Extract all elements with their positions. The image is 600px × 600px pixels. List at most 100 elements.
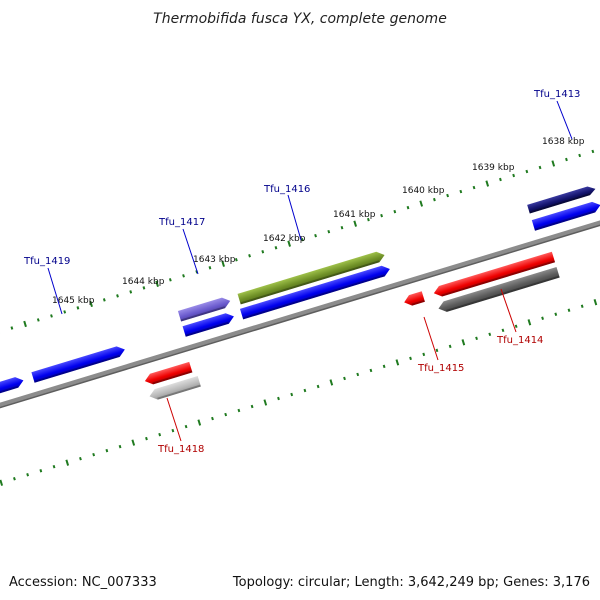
tick-outer-minor xyxy=(340,225,344,230)
tick-inner-minor xyxy=(514,324,518,329)
map-title: Thermobifida fusca YX, complete genome xyxy=(153,11,447,27)
leader-line-tfu-1414 xyxy=(500,288,517,333)
tick-outer-minor xyxy=(116,294,119,298)
gene-tfu-1418-arrow[interactable] xyxy=(143,361,193,386)
tick-inner-minor xyxy=(39,468,43,473)
tick-outer-minor xyxy=(433,197,436,202)
gene-tfu-1413b-arrow[interactable] xyxy=(531,200,600,231)
tick-inner-minor xyxy=(13,477,16,481)
tick-inner-minor xyxy=(184,424,188,429)
tick-inner-minor xyxy=(277,396,280,401)
gene-label-tfu-1413[interactable]: Tfu_1413 xyxy=(533,89,580,100)
tick-outer-major xyxy=(155,280,159,287)
tick-outer-major xyxy=(551,160,556,167)
leader-line-tfu-1415 xyxy=(423,316,439,361)
tick-inner-minor xyxy=(158,432,162,437)
genome-backbone xyxy=(0,191,600,418)
tick-inner-minor xyxy=(409,356,412,361)
tick-outer-minor xyxy=(168,278,172,282)
gene-label-tfu-1419[interactable]: Tfu_1419 xyxy=(23,256,70,267)
leader-line-tfu-1416 xyxy=(287,194,302,241)
tick-outer-minor xyxy=(327,229,331,234)
tick-inner-minor xyxy=(250,404,254,409)
gene-leader-lines xyxy=(47,100,573,442)
tick-inner-major xyxy=(593,299,598,306)
tick-outer-minor xyxy=(380,213,383,218)
tick-outer-minor xyxy=(578,153,582,158)
tick-outer-major xyxy=(23,320,27,328)
tick-inner-minor xyxy=(105,448,109,453)
gene-tfu-1415-arrow[interactable] xyxy=(403,291,425,307)
leader-line-tfu-1419 xyxy=(47,267,63,315)
tick-outer-minor xyxy=(565,157,568,162)
tick-outer-minor xyxy=(274,246,278,250)
track-layer xyxy=(0,149,600,486)
tick-inner-major xyxy=(197,419,202,426)
gene-tfu-1414-arrow[interactable] xyxy=(432,251,556,299)
tick-inner-minor xyxy=(541,316,544,320)
kbp-label: 1645 kbp xyxy=(52,296,95,306)
tick-inner-minor xyxy=(435,348,439,353)
kbp-label: 1642 kbp xyxy=(263,234,306,244)
tick-outer-minor xyxy=(538,165,542,170)
tick-outer-minor xyxy=(208,266,212,270)
tick-inner-major xyxy=(527,319,532,326)
tick-inner-major xyxy=(0,479,4,486)
kbp-label: 1638 kbp xyxy=(542,137,585,147)
gene-label-tfu-1418[interactable]: Tfu_1418 xyxy=(157,444,204,455)
tick-outer-minor xyxy=(367,217,370,222)
tick-inner-major xyxy=(263,399,268,406)
tick-outer-minor xyxy=(50,314,53,318)
gene-label-tfu-1417[interactable]: Tfu_1417 xyxy=(158,217,205,228)
tick-outer-minor xyxy=(472,185,476,190)
tick-inner-minor xyxy=(145,436,148,441)
gene-left-edge-arrow[interactable] xyxy=(0,375,25,398)
tick-inner-minor xyxy=(422,352,426,357)
tick-inner-minor xyxy=(290,392,294,397)
leader-line-tfu-1418 xyxy=(166,397,182,442)
tick-inner-minor xyxy=(448,344,452,349)
tick-inner-minor xyxy=(501,328,505,333)
gene-tfu-1416b-arrow[interactable] xyxy=(239,264,392,320)
gene-label-tfu-1416[interactable]: Tfu_1416 xyxy=(263,184,310,195)
tick-row-inner xyxy=(0,299,598,486)
gene-tfu-1419-arrow[interactable] xyxy=(31,344,126,383)
tick-outer-major xyxy=(485,180,490,187)
tick-outer-minor xyxy=(393,209,397,214)
gene-label-tfu-1415[interactable]: Tfu_1415 xyxy=(417,363,464,374)
tick-outer-minor xyxy=(525,169,529,174)
tick-outer-minor xyxy=(129,290,133,294)
gene-label-tfu-1414[interactable]: Tfu_1414 xyxy=(496,335,543,346)
tick-inner-minor xyxy=(369,368,373,373)
gene-tfu-1418b-arrow[interactable] xyxy=(148,376,201,402)
tick-inner-minor xyxy=(356,372,360,377)
tick-inner-major xyxy=(65,459,70,466)
tick-outer-minor xyxy=(248,254,251,258)
tick-inner-minor xyxy=(92,452,96,457)
gene-tfu-1417b-arrow[interactable] xyxy=(182,311,236,337)
tick-inner-minor xyxy=(237,408,241,413)
tick-inner-minor xyxy=(382,364,386,369)
tick-outer-minor xyxy=(76,306,80,310)
plus-strand-genes xyxy=(0,185,600,398)
tick-outer-major xyxy=(89,300,93,308)
tick-inner-minor xyxy=(488,332,492,337)
tick-outer-minor xyxy=(314,233,317,238)
tick-outer-major xyxy=(353,220,358,227)
tick-inner-major xyxy=(131,439,136,446)
tick-outer-minor xyxy=(406,205,410,210)
genome-backbone-shadow xyxy=(0,195,600,418)
tick-inner-minor xyxy=(171,428,175,433)
tick-inner-minor xyxy=(26,472,30,477)
tick-outer-minor xyxy=(63,310,67,314)
tick-outer-minor xyxy=(261,250,265,254)
tick-inner-minor xyxy=(211,416,214,421)
gene-tfu-1416-arrow[interactable] xyxy=(237,250,387,305)
tick-inner-minor xyxy=(343,376,346,381)
gene-tfu-1417-arrow[interactable] xyxy=(177,296,232,322)
tick-inner-minor xyxy=(567,308,571,312)
tick-outer-minor xyxy=(10,326,14,330)
gene-tfu-1413-arrow[interactable] xyxy=(527,185,597,214)
tick-outer-major xyxy=(287,240,291,247)
